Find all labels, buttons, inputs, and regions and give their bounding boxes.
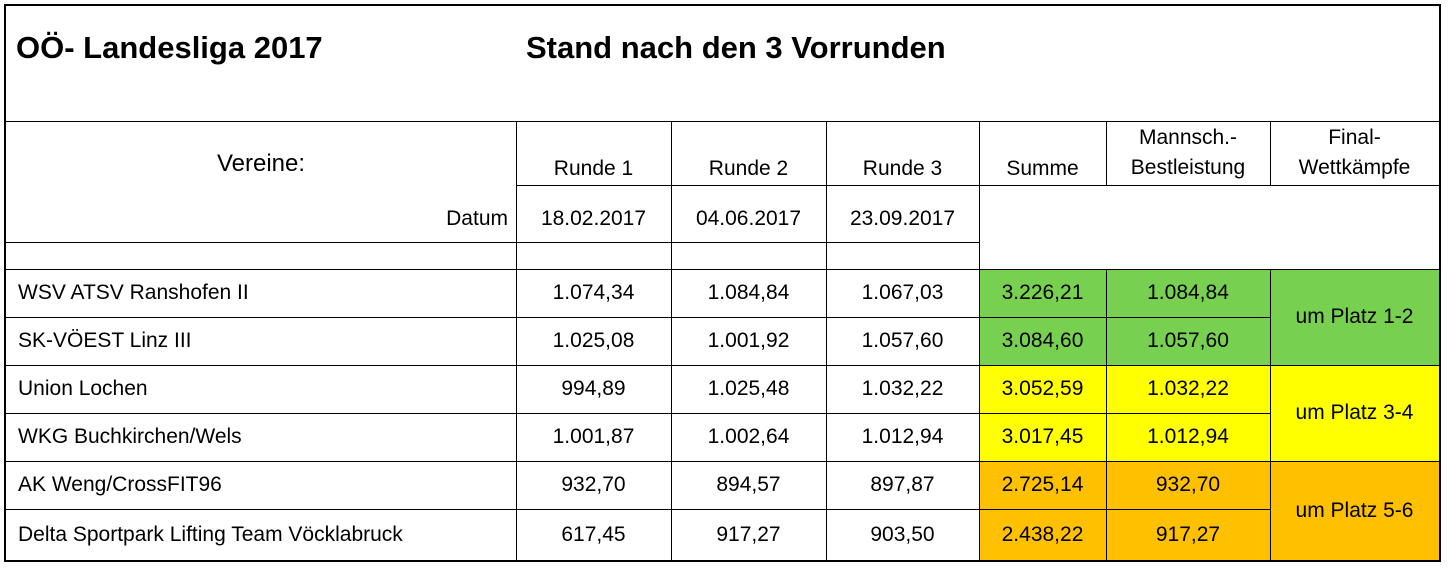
row-5-r1: 932,70 — [561, 473, 626, 496]
row-2-r2: 1.001,92 — [707, 329, 790, 352]
row-divider-5 — [6, 509, 1270, 510]
row-divider-2 — [6, 365, 1270, 366]
final-platz-3-4: um Platz 3-4 — [1270, 365, 1439, 461]
final-platz-1-2: um Platz 1-2 — [1270, 269, 1439, 365]
header-summe: Summe — [1006, 157, 1079, 180]
header-final-wettkaempfe: Final- Wettkämpfe — [1270, 121, 1439, 185]
row-3-r3: 1.032,22 — [861, 377, 944, 400]
row-4-best: 1.012,94 — [1106, 413, 1270, 461]
header-runde-1: Runde 1 — [553, 157, 634, 180]
row-1-best: 1.084,84 — [1106, 269, 1270, 317]
col-divider-5-head — [1106, 121, 1107, 185]
row-1-r2: 1.084,84 — [707, 281, 790, 304]
datum-runde-3: 23.09.2017 — [849, 207, 956, 230]
row-1-verein: WSV ATSV Ranshofen II — [18, 281, 249, 304]
row-divider-1 — [6, 317, 1270, 318]
row-6-r2: 917,27 — [716, 522, 781, 546]
header-runde-3: Runde 3 — [862, 157, 943, 180]
row-3-r1: 994,89 — [561, 377, 626, 400]
row-2-verein: SK-VÖEST Linz III — [18, 329, 192, 352]
col-divider-1 — [516, 121, 517, 560]
league-title: OÖ- Landesliga 2017 — [16, 30, 323, 65]
col-divider-6 — [1270, 269, 1271, 560]
header-mannschaft-line1: Mannsch.- — [1138, 126, 1238, 149]
header-mannschaft-bestleistung: Mannsch.- Bestleistung — [1106, 121, 1270, 185]
row-2-r1: 1.025,08 — [552, 329, 635, 352]
header-vereine: Vereine: — [216, 150, 306, 177]
row-5-r3: 897,87 — [870, 473, 935, 496]
header-mannschaft-line2: Bestleistung — [1130, 156, 1246, 179]
row-3-best: 1.032,22 — [1106, 365, 1270, 413]
row-2-r3: 1.057,60 — [861, 329, 944, 352]
header-final-line2: Wettkämpfe — [1298, 156, 1411, 179]
header-runde-2: Runde 2 — [708, 157, 789, 180]
row-5-r2: 894,57 — [716, 473, 781, 496]
row-divider-4 — [6, 461, 1270, 462]
standings-subtitle: Stand nach den 3 Vorrunden — [526, 30, 946, 65]
col-divider-6-head — [1270, 121, 1271, 185]
row-4-r2: 1.002,64 — [707, 425, 790, 448]
table-top-line — [6, 269, 1439, 270]
final-divider-2 — [1270, 461, 1439, 462]
row-2-summe: 3.084,60 — [979, 317, 1106, 365]
row-6-verein: Delta Sportpark Lifting Team Vöcklabruck — [18, 522, 403, 546]
header-top-line — [6, 121, 1439, 122]
col-divider-3 — [826, 121, 827, 560]
row-3-r2: 1.025,48 — [707, 377, 790, 400]
row-1-summe: 3.226,21 — [979, 269, 1106, 317]
row-5-summe: 2.725,14 — [979, 461, 1106, 509]
row-4-summe: 3.017,45 — [979, 413, 1106, 461]
datum-runde-2: 04.06.2017 — [695, 207, 802, 230]
row-5-verein: AK Weng/CrossFIT96 — [18, 473, 222, 496]
row-4-verein: WKG Buchkirchen/Wels — [18, 425, 242, 448]
row-4-r1: 1.001,87 — [552, 425, 635, 448]
row-3-summe: 3.052,59 — [979, 365, 1106, 413]
row-5-best: 932,70 — [1106, 461, 1270, 509]
datum-label: Datum — [446, 207, 508, 230]
header-bottom-line — [516, 185, 1439, 186]
final-divider-1 — [1270, 365, 1439, 366]
row-6-r3: 903,50 — [870, 522, 935, 546]
col-divider-2 — [671, 121, 672, 560]
datum-runde-1: 18.02.2017 — [540, 207, 647, 230]
row-3-verein: Union Lochen — [18, 377, 148, 400]
row-4-r3: 1.012,94 — [861, 425, 944, 448]
col-divider-4 — [979, 121, 980, 560]
standings-sheet: OÖ- Landesliga 2017 Stand nach den 3 Vor… — [4, 4, 1441, 562]
row-6-summe: 2.438,22 — [979, 509, 1106, 560]
col-divider-5 — [1106, 269, 1107, 560]
datum-bottom-line — [6, 242, 979, 243]
row-2-best: 1.057,60 — [1106, 317, 1270, 365]
header-final-line1: Final- — [1328, 126, 1381, 149]
final-platz-5-6: um Platz 5-6 — [1270, 461, 1439, 560]
row-1-r1: 1.074,34 — [552, 281, 635, 304]
row-1-r3: 1.067,03 — [861, 281, 944, 304]
row-6-r1: 617,45 — [561, 522, 626, 546]
row-divider-3 — [6, 413, 1270, 414]
row-6-best: 917,27 — [1106, 509, 1270, 560]
